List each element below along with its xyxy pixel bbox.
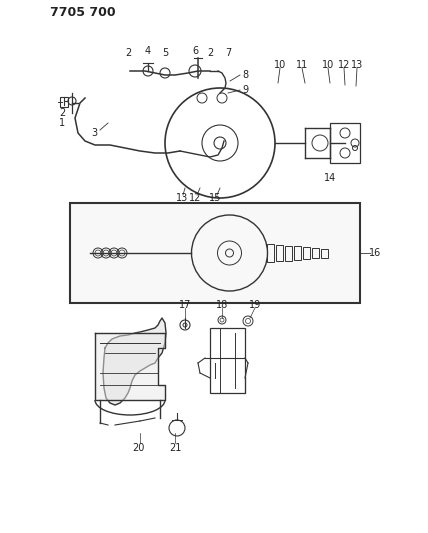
Text: 3: 3: [91, 128, 97, 138]
Bar: [285, 246, 292, 261]
Bar: [294, 246, 301, 260]
Polygon shape: [95, 333, 165, 400]
Text: 9: 9: [242, 85, 248, 95]
Bar: [210, 328, 245, 393]
Bar: [60, 97, 68, 107]
Bar: [276, 245, 283, 261]
Bar: [330, 123, 360, 163]
Text: 1: 1: [59, 118, 65, 128]
Text: 13: 13: [176, 193, 188, 203]
Text: 12: 12: [189, 193, 201, 203]
Text: 16: 16: [369, 248, 381, 258]
Polygon shape: [103, 318, 166, 405]
Text: 8: 8: [242, 70, 248, 80]
Text: 10: 10: [274, 60, 286, 70]
Text: 18: 18: [216, 300, 228, 310]
Text: 10: 10: [322, 60, 334, 70]
Text: 2: 2: [207, 48, 213, 58]
Text: 21: 21: [169, 443, 181, 453]
Text: 20: 20: [132, 443, 144, 453]
Bar: [268, 244, 274, 262]
Text: 4: 4: [145, 46, 151, 56]
Text: 17: 17: [179, 300, 191, 310]
Text: 19: 19: [249, 300, 261, 310]
Text: 12: 12: [338, 60, 350, 70]
Text: 11: 11: [296, 60, 308, 70]
Text: 13: 13: [351, 60, 363, 70]
Text: 5: 5: [162, 48, 168, 58]
Bar: [312, 248, 319, 259]
Bar: [70, 203, 360, 303]
Text: 7705 700: 7705 700: [50, 6, 116, 20]
Bar: [321, 248, 329, 257]
Text: 2: 2: [125, 48, 131, 58]
Text: 14: 14: [324, 173, 336, 183]
Text: 2: 2: [59, 108, 65, 118]
Text: 7: 7: [225, 48, 231, 58]
Text: 15: 15: [209, 193, 221, 203]
Bar: [303, 247, 310, 259]
Text: 6: 6: [192, 46, 198, 56]
